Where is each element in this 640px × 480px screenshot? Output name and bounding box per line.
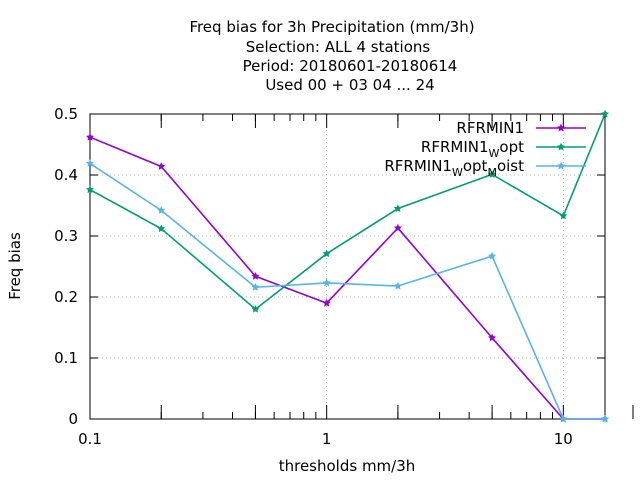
series-3 bbox=[86, 159, 609, 423]
legend-entry-1: RFRMIN1 bbox=[456, 119, 586, 137]
x-axis-label: thresholds mm/3h bbox=[279, 457, 416, 475]
title-line-1: Freq bias for 3h Precipitation (mm/3h) bbox=[189, 18, 474, 36]
data-point bbox=[393, 204, 402, 212]
y-axis-label: Freq bias bbox=[6, 232, 24, 300]
axis-tick-labels: 00.10.20.30.40.50.1 1 10 bbox=[54, 105, 573, 448]
legend-label: RFRMIN1WoptMoist bbox=[384, 157, 524, 179]
title-line-3: Period: 20180601-20180614 bbox=[243, 57, 458, 75]
data-point bbox=[157, 224, 166, 233]
series-line bbox=[89, 136, 605, 420]
data-point bbox=[488, 170, 497, 178]
data-point bbox=[322, 278, 331, 287]
series-line bbox=[89, 162, 605, 420]
title-line-2: Selection: ALL 4 stations bbox=[246, 38, 431, 56]
grid bbox=[90, 114, 605, 419]
title-line-4: Used 00 + 03 04 ... 24 bbox=[265, 76, 434, 94]
data-point bbox=[322, 298, 331, 307]
plot-frame bbox=[89, 113, 606, 420]
x-tick-label: 10 bbox=[554, 430, 573, 448]
legend-label: RFRMIN1 bbox=[456, 119, 524, 137]
data-point bbox=[601, 109, 609, 118]
series-1 bbox=[86, 132, 609, 423]
y-tick-label: 0.4 bbox=[54, 166, 78, 184]
series-line bbox=[89, 113, 606, 311]
x-tick-label: 0.1 bbox=[78, 430, 102, 448]
data-point bbox=[393, 223, 402, 232]
data-point bbox=[559, 414, 568, 423]
legend-entry-3: RFRMIN1WoptMoist bbox=[384, 157, 586, 179]
data-point bbox=[251, 305, 260, 313]
data-point bbox=[86, 185, 94, 194]
data-point bbox=[86, 132, 94, 141]
data-point bbox=[488, 251, 497, 260]
legend-marker bbox=[557, 142, 565, 151]
y-tick-label: 0 bbox=[68, 410, 78, 428]
data-point bbox=[157, 206, 166, 214]
data-point bbox=[86, 159, 94, 167]
axis-ticks bbox=[89, 113, 634, 420]
y-tick-label: 0.1 bbox=[54, 349, 78, 367]
legend-marker bbox=[557, 123, 565, 132]
data-point bbox=[157, 162, 166, 170]
data-point bbox=[322, 249, 331, 258]
data-point bbox=[393, 281, 402, 290]
legend-marker bbox=[557, 161, 565, 170]
data-series bbox=[86, 109, 609, 423]
y-tick-label: 0.5 bbox=[54, 105, 78, 123]
data-point bbox=[559, 211, 568, 220]
data-point bbox=[488, 333, 497, 342]
y-tick-label: 0.2 bbox=[54, 288, 78, 306]
x-tick-label: 1 bbox=[322, 430, 332, 448]
chart-title: Freq bias for 3h Precipitation (mm/3h) S… bbox=[189, 18, 474, 94]
legend-label: RFRMIN1Wopt bbox=[421, 138, 524, 160]
data-point bbox=[251, 272, 260, 280]
data-point bbox=[601, 414, 609, 423]
data-point bbox=[251, 283, 260, 291]
legend-entry-2: RFRMIN1Wopt bbox=[421, 138, 586, 160]
series-2 bbox=[86, 109, 609, 313]
y-tick-label: 0.3 bbox=[54, 227, 78, 245]
